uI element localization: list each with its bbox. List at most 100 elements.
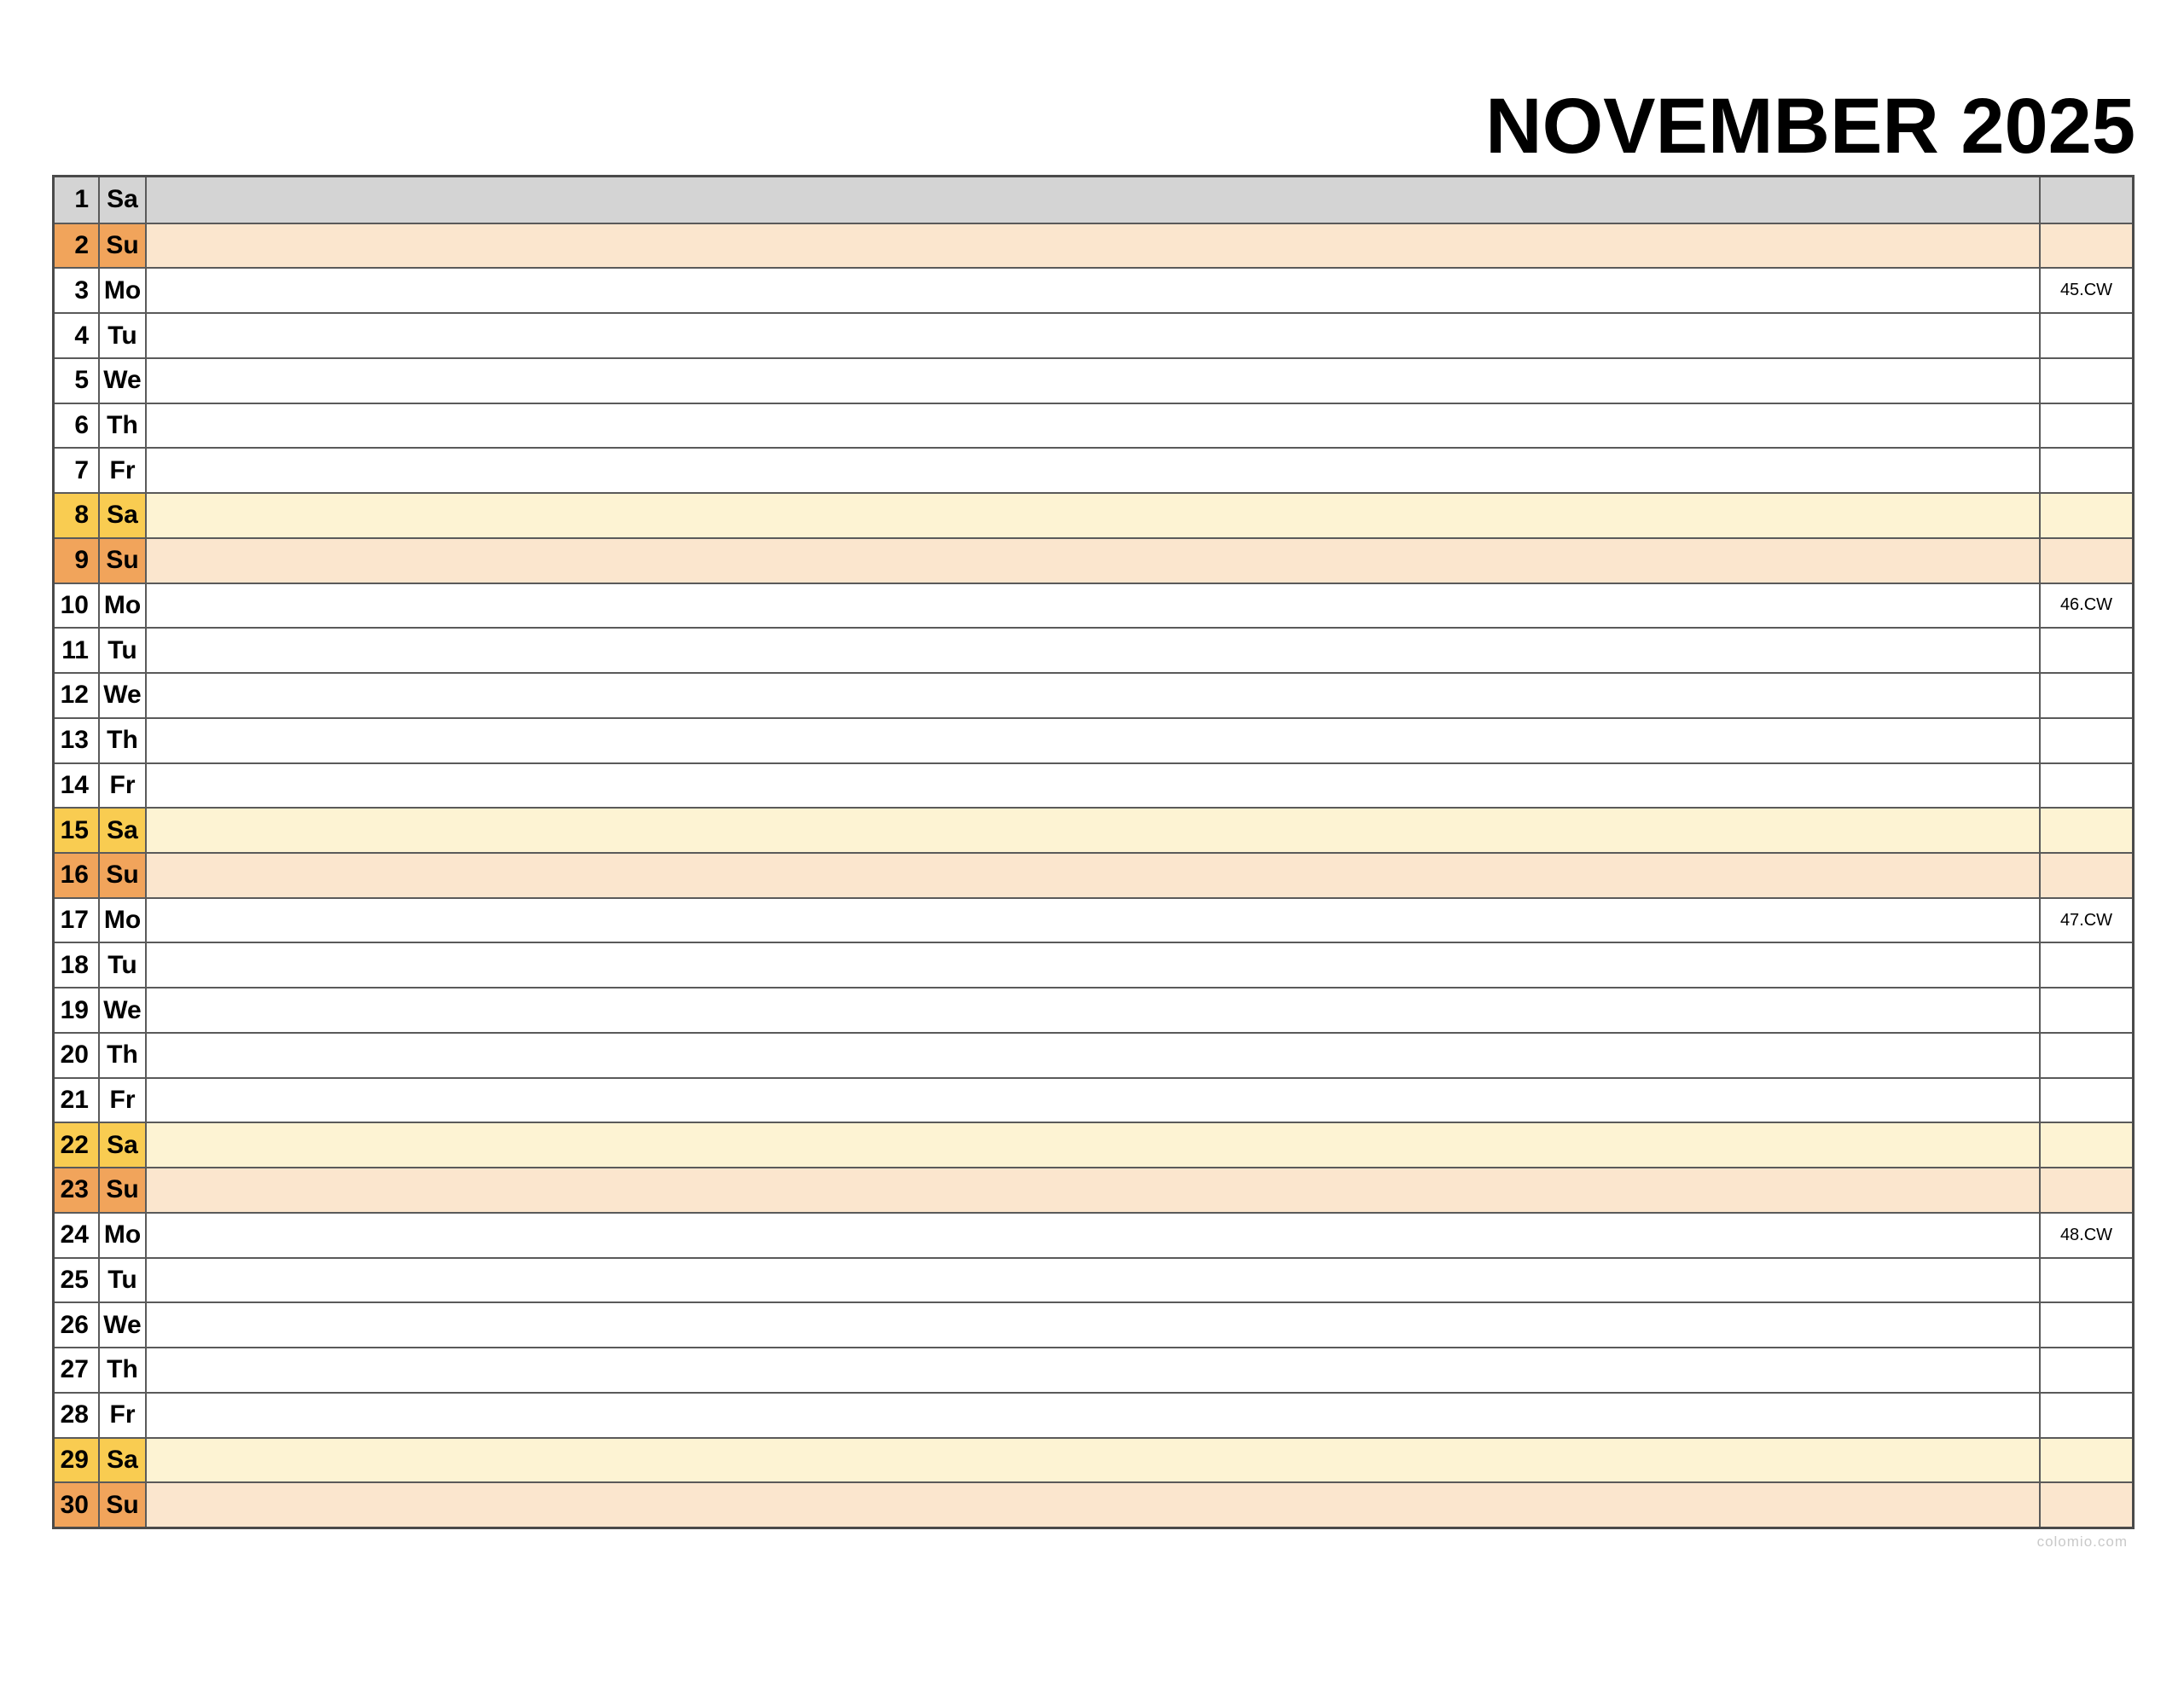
notes-cell <box>145 809 2039 852</box>
notes-cell <box>145 854 2039 897</box>
notes-cell <box>145 1033 2039 1077</box>
day-number-cell: 10 <box>55 583 98 628</box>
notes-cell <box>145 494 2039 537</box>
calendar-week-cell <box>2039 988 2132 1032</box>
calendar-row: 16 Su <box>55 852 2132 897</box>
day-abbr-cell: Su <box>98 538 145 583</box>
day-abbr-cell: Su <box>98 1168 145 1212</box>
day-number-cell: 3 <box>55 269 98 313</box>
day-number-cell: 25 <box>55 1258 98 1302</box>
calendar-week-cell <box>2039 314 2132 357</box>
calendar-row: 4 Tu <box>55 312 2132 357</box>
day-number-cell: 29 <box>55 1438 98 1482</box>
calendar-week-cell <box>2039 1348 2132 1392</box>
calendar-week-cell <box>2039 629 2132 673</box>
day-abbr-cell: Mo <box>98 1213 145 1257</box>
day-abbr-cell: Mo <box>98 898 145 942</box>
notes-cell <box>145 403 2039 448</box>
calendar-row: 6 Th <box>55 402 2132 448</box>
calendar-week-cell <box>2039 449 2132 493</box>
calendar-row: 19 We <box>55 987 2132 1032</box>
calendar-week-cell <box>2039 1078 2132 1122</box>
day-abbr-cell: Th <box>98 718 145 762</box>
day-abbr-cell: Tu <box>98 943 145 988</box>
calendar-week-cell <box>2039 1483 2132 1527</box>
day-number-cell: 30 <box>55 1483 98 1527</box>
notes-cell <box>145 1123 2039 1168</box>
day-number-cell: 14 <box>55 763 98 808</box>
day-abbr-cell: Su <box>98 854 145 897</box>
notes-cell <box>145 629 2039 673</box>
calendar-week-cell: 48.CW <box>2039 1213 2132 1257</box>
notes-cell <box>145 1078 2039 1122</box>
notes-cell <box>145 1168 2039 1212</box>
calendar-week-cell: 47.CW <box>2039 898 2132 942</box>
calendar-row: 23 Su <box>55 1167 2132 1212</box>
calendar-row: 1 Sa <box>55 177 2132 223</box>
day-abbr-cell: Su <box>98 1483 145 1527</box>
day-abbr-cell: Th <box>98 403 145 448</box>
day-abbr-cell: Sa <box>98 1123 145 1168</box>
notes-cell <box>145 1483 2039 1527</box>
calendar-week-cell <box>2039 223 2132 268</box>
calendar-week-cell <box>2039 177 2132 223</box>
notes-cell <box>145 223 2039 268</box>
calendar-row: 15 Sa <box>55 807 2132 852</box>
day-number-cell: 12 <box>55 674 98 717</box>
calendar-row: 7 Fr <box>55 447 2132 493</box>
notes-cell <box>145 1393 2039 1437</box>
calendar-row: 14 Fr <box>55 762 2132 808</box>
calendar-row: 5 We <box>55 357 2132 403</box>
calendar-grid: 1 Sa 2 Su 3 Mo 45.CW 4 Tu 5 We 6 Th 7 Fr <box>52 175 2135 1529</box>
calendar-week-cell <box>2039 403 2132 448</box>
day-abbr-cell: We <box>98 674 145 717</box>
day-number-cell: 4 <box>55 314 98 357</box>
day-abbr-cell: Sa <box>98 809 145 852</box>
day-number-cell: 22 <box>55 1123 98 1168</box>
day-abbr-cell: Sa <box>98 494 145 537</box>
notes-cell <box>145 763 2039 808</box>
day-number-cell: 9 <box>55 538 98 583</box>
notes-cell <box>145 449 2039 493</box>
calendar-week-cell: 45.CW <box>2039 269 2132 313</box>
day-abbr-cell: Fr <box>98 763 145 808</box>
day-abbr-cell: Tu <box>98 629 145 673</box>
day-abbr-cell: Fr <box>98 449 145 493</box>
day-number-cell: 19 <box>55 988 98 1032</box>
calendar-row: 13 Th <box>55 716 2132 762</box>
notes-cell <box>145 674 2039 717</box>
day-number-cell: 1 <box>55 177 98 223</box>
day-abbr-cell: Tu <box>98 314 145 357</box>
calendar-week-cell <box>2039 1258 2132 1302</box>
day-number-cell: 5 <box>55 358 98 403</box>
calendar-week-cell <box>2039 494 2132 537</box>
notes-cell <box>145 1213 2039 1257</box>
notes-cell <box>145 1348 2039 1392</box>
calendar-week-cell <box>2039 763 2132 808</box>
calendar-row: 3 Mo 45.CW <box>55 267 2132 313</box>
calendar-row: 30 Su <box>55 1481 2132 1527</box>
day-number-cell: 8 <box>55 494 98 537</box>
day-number-cell: 26 <box>55 1303 98 1348</box>
day-number-cell: 23 <box>55 1168 98 1212</box>
calendar-row: 9 Su <box>55 536 2132 583</box>
notes-cell <box>145 269 2039 313</box>
day-number-cell: 24 <box>55 1213 98 1257</box>
day-abbr-cell: Th <box>98 1348 145 1392</box>
day-number-cell: 6 <box>55 403 98 448</box>
day-abbr-cell: Fr <box>98 1393 145 1437</box>
calendar-week-cell <box>2039 854 2132 897</box>
day-abbr-cell: We <box>98 358 145 403</box>
day-abbr-cell: We <box>98 1303 145 1348</box>
day-abbr-cell: Mo <box>98 269 145 313</box>
calendar-row: 8 Sa <box>55 492 2132 537</box>
day-abbr-cell: Tu <box>98 1258 145 1302</box>
calendar-week-cell <box>2039 1438 2132 1482</box>
calendar-row: 17 Mo 47.CW <box>55 896 2132 942</box>
day-number-cell: 7 <box>55 449 98 493</box>
day-abbr-cell: Th <box>98 1033 145 1077</box>
watermark: colomio.com <box>2036 1533 2128 1550</box>
notes-cell <box>145 1258 2039 1302</box>
calendar-row: 24 Mo 48.CW <box>55 1211 2132 1257</box>
day-abbr-cell: Mo <box>98 583 145 628</box>
